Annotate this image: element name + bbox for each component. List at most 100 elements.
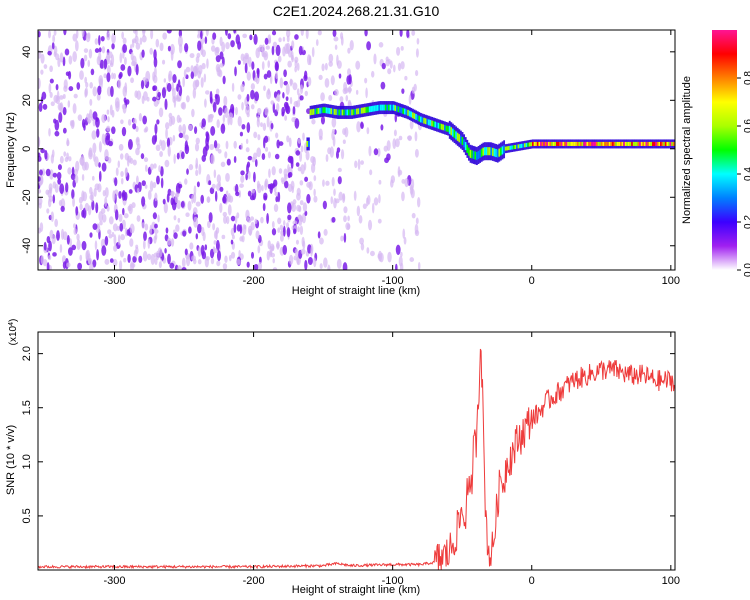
signal-core-cell bbox=[365, 106, 368, 113]
noise-cell bbox=[110, 85, 114, 98]
noise-cell bbox=[282, 36, 286, 42]
signal-core-cell bbox=[373, 105, 376, 112]
noise-cell bbox=[200, 244, 205, 257]
noise-cell bbox=[378, 194, 381, 204]
noise-cell bbox=[275, 132, 279, 139]
noise-cell bbox=[184, 134, 189, 141]
signal-core-cell bbox=[357, 108, 360, 115]
noise-cell bbox=[398, 135, 403, 141]
signal-core-cell bbox=[501, 146, 504, 155]
noise-cell bbox=[210, 154, 215, 165]
noise-cell bbox=[281, 106, 286, 115]
signal-core-cell bbox=[408, 110, 411, 117]
noise-cell bbox=[195, 79, 200, 88]
noise-cell bbox=[344, 126, 349, 138]
noise-cell bbox=[260, 216, 264, 224]
noise-cell bbox=[84, 88, 88, 98]
noise-cell bbox=[107, 116, 110, 123]
signal-core-cell bbox=[439, 123, 442, 130]
noise-cell bbox=[214, 93, 218, 100]
signal-core-cell bbox=[352, 109, 355, 116]
noise-cell bbox=[184, 140, 189, 151]
noise-cell bbox=[42, 103, 48, 110]
signal-core-cell bbox=[621, 141, 624, 146]
noise-cell bbox=[288, 171, 293, 178]
noise-cell bbox=[182, 230, 187, 237]
signal-core-cell bbox=[506, 146, 509, 151]
noise-cell bbox=[256, 147, 262, 158]
noise-cell bbox=[115, 101, 120, 112]
noise-cell bbox=[204, 98, 207, 108]
noise-cell bbox=[210, 45, 216, 52]
noise-cell bbox=[343, 206, 348, 214]
noise-cell bbox=[217, 148, 222, 154]
noise-cell bbox=[284, 180, 289, 189]
signal-core-cell bbox=[604, 141, 606, 146]
snr-y-multiplier: (x104) bbox=[8, 319, 20, 346]
noise-cell bbox=[355, 89, 359, 95]
noise-cell bbox=[155, 38, 160, 48]
noise-cell bbox=[184, 178, 188, 185]
noise-cell bbox=[96, 249, 100, 261]
signal-core-cell bbox=[466, 144, 469, 153]
noise-cell bbox=[118, 260, 123, 270]
noise-cell bbox=[336, 60, 342, 69]
snr-x-label: Height of straight line (km) bbox=[292, 584, 420, 596]
noise-cell bbox=[239, 183, 244, 188]
noise-cell bbox=[107, 229, 112, 235]
noise-cell bbox=[319, 263, 323, 270]
noise-cell bbox=[178, 124, 182, 134]
noise-cell bbox=[263, 73, 268, 80]
noise-cell bbox=[52, 252, 57, 257]
noise-cell bbox=[66, 234, 70, 245]
noise-cell bbox=[209, 113, 214, 119]
noise-cell bbox=[106, 205, 110, 212]
signal-core-cell bbox=[660, 141, 662, 146]
signal-core-cell bbox=[437, 122, 440, 129]
signal-core-cell bbox=[607, 141, 610, 146]
noise-cell bbox=[92, 86, 98, 97]
noise-cell bbox=[353, 190, 357, 201]
x-tick-label: 100 bbox=[662, 275, 680, 287]
noise-cell bbox=[136, 187, 140, 194]
noise-cell bbox=[187, 200, 192, 211]
noise-cell bbox=[240, 170, 245, 176]
noise-cell bbox=[253, 77, 258, 83]
signal-core-cell bbox=[444, 124, 446, 131]
noise-cell bbox=[88, 149, 93, 160]
noise-cell bbox=[293, 255, 298, 261]
noise-cell bbox=[182, 76, 185, 88]
noise-cell bbox=[340, 149, 345, 160]
noise-cell bbox=[205, 30, 209, 37]
noise-cell bbox=[404, 177, 409, 188]
signal-core-cell bbox=[575, 141, 578, 146]
noise-cell bbox=[163, 202, 168, 214]
signal-core-cell bbox=[584, 141, 587, 146]
noise-cell bbox=[394, 113, 398, 123]
signal-core-cell bbox=[556, 141, 558, 146]
noise-cell bbox=[299, 225, 304, 236]
y-tick-label: 40 bbox=[21, 46, 33, 58]
noise-cell bbox=[48, 30, 51, 39]
noise-cell bbox=[113, 245, 118, 252]
noise-cell bbox=[119, 250, 124, 258]
noise-cell bbox=[417, 261, 421, 270]
noise-cell bbox=[266, 116, 270, 128]
noise-cell bbox=[248, 170, 251, 180]
noise-cell bbox=[290, 50, 294, 61]
noise-cell bbox=[373, 197, 379, 206]
noise-cell bbox=[120, 234, 125, 241]
noise-cell bbox=[237, 60, 241, 65]
noise-cell bbox=[330, 75, 335, 86]
signal-core-cell bbox=[623, 141, 626, 146]
noise-cell bbox=[313, 188, 316, 197]
signal-core-cell bbox=[541, 141, 544, 146]
noise-cell bbox=[154, 192, 158, 202]
noise-cell bbox=[253, 171, 256, 183]
signal-core-cell bbox=[567, 141, 570, 146]
signal-core-cell bbox=[314, 108, 317, 115]
noise-cell bbox=[318, 128, 323, 139]
noise-cell bbox=[296, 62, 300, 71]
noise-cell bbox=[175, 224, 180, 232]
y-tick-label: 0.5 bbox=[21, 508, 33, 523]
